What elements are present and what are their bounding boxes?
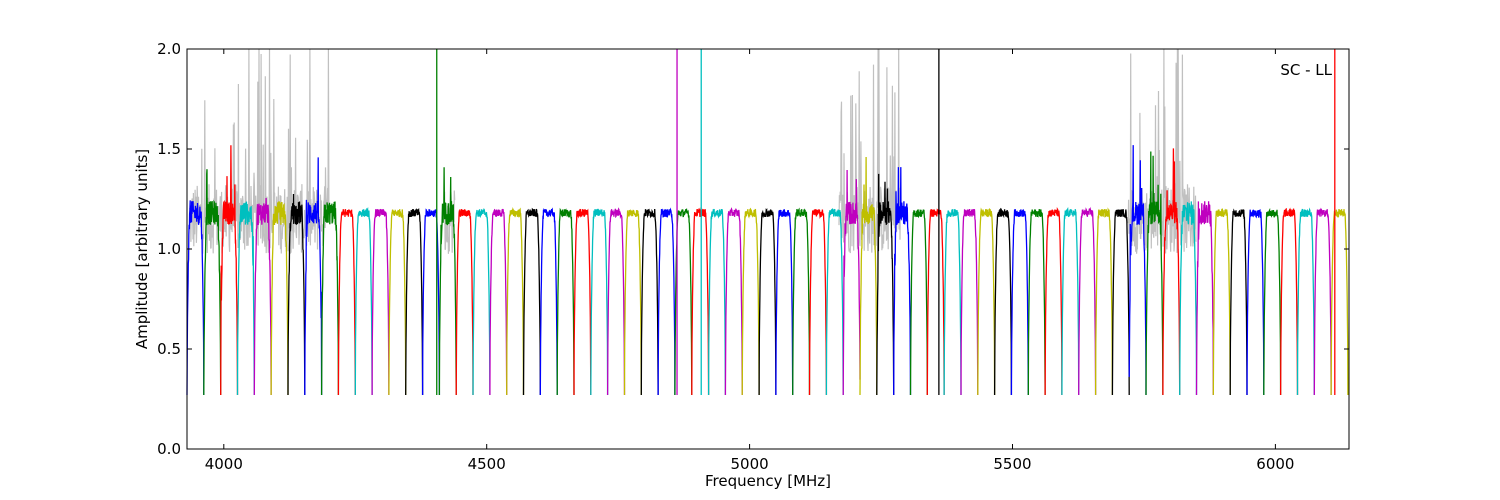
series-line [1010, 209, 1029, 396]
series-line [1313, 207, 1332, 396]
series-line [993, 207, 1013, 396]
series-line [876, 173, 895, 396]
series-line [775, 209, 794, 396]
series-line [573, 208, 592, 396]
x-tick-label: 6000 [1256, 455, 1294, 473]
series-line [741, 207, 760, 396]
series-line [203, 169, 222, 396]
x-tick-label: 5500 [993, 455, 1031, 473]
series-line [909, 209, 928, 396]
series-line [1212, 208, 1231, 396]
series-line [606, 207, 626, 396]
series-line [1162, 148, 1181, 396]
series-line [792, 207, 811, 396]
y-tick-label: 1.0 [157, 240, 181, 258]
y-tick-label: 0.0 [157, 440, 181, 458]
x-tick-label: 4500 [468, 455, 506, 473]
series-line [489, 208, 508, 396]
series-line [960, 208, 979, 396]
y-tick-label: 2.0 [157, 40, 181, 58]
raw-data-line [1127, 48, 1197, 254]
series-line [1111, 209, 1130, 396]
series-line [1128, 145, 1147, 396]
series-line [623, 208, 642, 396]
series-line [186, 200, 205, 396]
raw-data-line [838, 48, 903, 254]
series-line [1027, 209, 1046, 396]
series-line [236, 201, 255, 396]
series-line [640, 208, 659, 396]
series-line [1195, 201, 1214, 396]
series-layer [186, 145, 1349, 396]
series-line [354, 206, 373, 396]
series-line [253, 197, 272, 396]
series-line [977, 207, 996, 396]
y-tick-label: 0.5 [157, 340, 181, 358]
series-line [808, 209, 828, 396]
series-line [556, 207, 575, 396]
y-axis-title: Amplitude [arbitrary units] [133, 149, 151, 349]
series-line [893, 167, 912, 396]
series-line [405, 207, 424, 396]
series-line [1296, 207, 1315, 396]
series-line [455, 209, 474, 396]
series-line [1078, 206, 1097, 396]
x-tick-label: 4000 [205, 455, 243, 473]
series-line [1145, 151, 1164, 396]
series-line [842, 169, 861, 396]
series-line [287, 193, 306, 396]
series-line [337, 209, 356, 396]
series-line [304, 157, 323, 396]
series-line [472, 207, 491, 396]
series-line [1044, 206, 1063, 396]
y-tick-label: 1.5 [157, 140, 181, 158]
series-line [1279, 207, 1299, 396]
series-line [522, 207, 541, 396]
series-line [691, 207, 710, 396]
series-line [506, 207, 525, 396]
series-line [438, 167, 457, 396]
series-line [388, 209, 407, 396]
series-line [926, 208, 945, 396]
annotation-label: SC - LL [1280, 61, 1332, 79]
series-line [1229, 208, 1248, 396]
x-axis-title: Frequency [MHz] [705, 472, 831, 490]
series-line [859, 156, 878, 396]
series-line [724, 207, 743, 396]
series-line [1246, 208, 1265, 396]
series-line [320, 201, 340, 396]
series-line [1061, 207, 1080, 396]
series-line [657, 207, 676, 396]
series-line [270, 201, 289, 396]
tick-layer: 4000 4500 5000 5500 6000 0.0 0.5 1.0 1.5 2.0 [157, 40, 1349, 473]
series-line [943, 209, 962, 396]
series-line [1330, 209, 1349, 396]
series-line [674, 208, 693, 396]
series-line [1263, 207, 1282, 396]
spike-layer [436, 49, 1336, 395]
series-line [539, 207, 558, 396]
series-line [1179, 201, 1198, 396]
x-tick-label: 5000 [731, 455, 769, 473]
series-line [758, 208, 777, 396]
series-line [590, 208, 609, 396]
series-line [1094, 207, 1114, 396]
series-line [220, 145, 239, 396]
series-line [371, 208, 390, 396]
series-line [825, 208, 844, 396]
series-line [707, 208, 727, 396]
